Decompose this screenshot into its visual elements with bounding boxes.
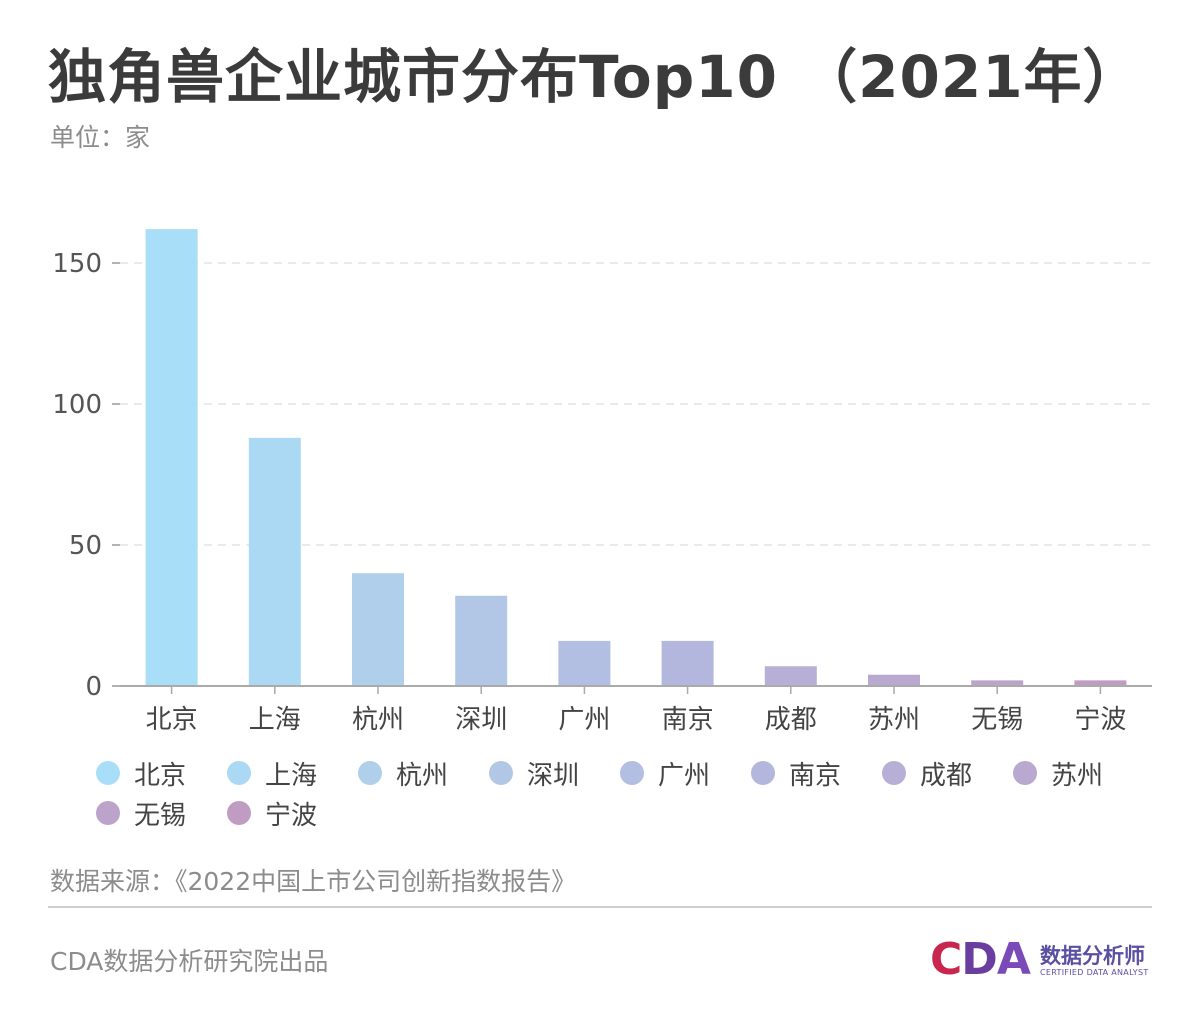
legend-item: 成都 (882, 760, 1013, 791)
legend-item: 北京 (96, 760, 227, 791)
bar-1 (248, 437, 301, 686)
legend-label: 上海 (265, 760, 318, 791)
legend-dot-icon (227, 761, 251, 785)
x-category-label: 南京 (662, 705, 714, 735)
legend-item: 南京 (751, 760, 882, 791)
y-tick-label: 0 (85, 672, 102, 702)
logo-cn-text: 数据分析师 (1040, 944, 1145, 968)
legend-label: 成都 (920, 760, 973, 791)
legend-dot-icon (358, 761, 382, 785)
legend-item: 深圳 (489, 760, 620, 791)
legend: 北京 上海 杭州 深圳 广州 南京 成都 苏州无锡 宁波 (96, 760, 1156, 831)
bars (145, 229, 1127, 686)
legend-label: 广州 (658, 760, 711, 791)
logo-letter: C (930, 934, 962, 985)
legend-item: 苏州 (1013, 760, 1144, 791)
legend-dot-icon (489, 761, 513, 785)
bar-7 (868, 674, 920, 686)
bar-9 (1074, 680, 1127, 686)
chart-title: 独角兽企业城市分布Top10 （2021年） (48, 43, 1142, 111)
legend-label: 宁波 (265, 800, 318, 831)
credit-text: CDA数据分析研究院出品 (50, 947, 329, 976)
legend-dot-icon (882, 761, 906, 785)
footer-divider (48, 906, 1152, 908)
bar-8 (971, 680, 1024, 686)
y-tick-label: 100 (52, 390, 102, 420)
legend-label: 深圳 (527, 760, 580, 791)
legend-label: 苏州 (1051, 760, 1104, 791)
bar-2 (352, 573, 404, 686)
x-category-label: 北京 (146, 705, 198, 735)
x-category-label: 成都 (765, 705, 817, 735)
x-category-label: 深圳 (455, 705, 507, 735)
x-category-label: 上海 (249, 705, 301, 735)
x-axis-labels: 北京 上海 杭州 深圳 广州 南京 成都 苏州 无锡 宁波 (146, 686, 1126, 735)
legend-dot-icon (96, 761, 120, 785)
logo-letter: D (961, 934, 998, 985)
y-axis-ticks: 0 50 100 150 (52, 249, 120, 702)
legend-item: 宁波 (227, 800, 358, 831)
x-category-label: 苏州 (868, 705, 920, 735)
legend-label: 无锡 (134, 800, 187, 831)
cda-logo: CDA 数据分析师 CERTIFIED DATA ANALYST (930, 934, 1152, 985)
y-tick-label: 150 (52, 249, 102, 279)
legend-dot-icon (751, 761, 775, 785)
x-category-label: 宁波 (1074, 705, 1126, 735)
bar-4 (558, 640, 611, 686)
legend-item: 上海 (227, 760, 358, 791)
legend-label: 北京 (134, 760, 187, 791)
x-category-label: 无锡 (971, 705, 1023, 735)
bar-6 (764, 666, 817, 686)
bar-3 (455, 595, 508, 686)
unit-label: 单位：家 (50, 123, 151, 152)
bar-0 (145, 229, 198, 686)
legend-dot-icon (620, 761, 644, 785)
legend-dot-icon (96, 801, 120, 825)
logo-letters: CDA (930, 934, 1031, 985)
legend-item: 杭州 (358, 760, 489, 791)
bar-5 (661, 640, 714, 686)
logo-letter: A (996, 934, 1031, 985)
bar-chart: 0 50 100 150 北京 上海 杭州 深圳 广州 南京 成都 苏州 无锡 宁波 (52, 229, 1152, 735)
legend-dot-icon (227, 801, 251, 825)
data-source: 数据来源：《2022中国上市公司创新指数报告》 (50, 867, 577, 896)
legend-label: 南京 (789, 760, 842, 791)
legend-item: 无锡 (96, 800, 227, 831)
x-category-label: 杭州 (352, 705, 404, 735)
logo-en-text: CERTIFIED DATA ANALYST (1040, 968, 1149, 977)
y-tick-label: 50 (69, 531, 102, 561)
x-category-label: 广州 (558, 705, 610, 735)
legend-item: 广州 (620, 760, 751, 791)
legend-label: 杭州 (396, 760, 449, 791)
legend-dot-icon (1013, 761, 1037, 785)
